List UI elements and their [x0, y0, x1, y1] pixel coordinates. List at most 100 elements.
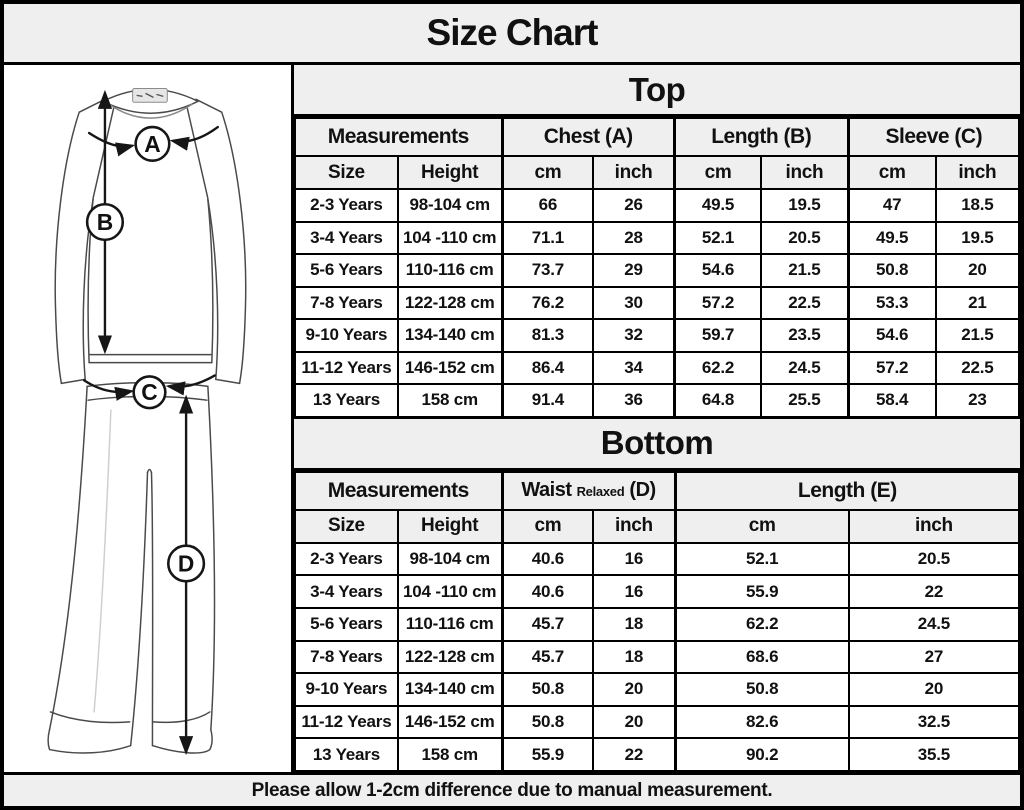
column-group-measurements: Measurements: [293, 470, 504, 511]
top-sub-header-row: Size Height cm inch cm inch cm inch: [294, 155, 1021, 190]
table-cell: 7-8 Years: [294, 285, 399, 320]
table-cell: 2-3 Years: [294, 188, 399, 223]
table-row: 2-3 Years 98-104 cm 40.6 16 52.1 20.5: [294, 541, 1021, 577]
table-cell: 23.5: [760, 318, 850, 353]
table-cell: 47: [846, 188, 937, 223]
waist-arrow-left: [82, 379, 135, 401]
table-cell: 16: [592, 541, 677, 577]
label-a: A: [144, 131, 160, 157]
table-row: 9-10 Years 134-140 cm 81.3 32 59.7 23.5 54.6 21…: [294, 318, 1021, 353]
footer-note-bar: Please allow 1-2cm difference due to man…: [4, 772, 1020, 806]
column-header-waist-inch: inch: [592, 508, 677, 544]
label-c: C: [141, 379, 157, 405]
garment-diagram: A B C D: [47, 87, 247, 756]
table-cell: 62.2: [673, 606, 850, 642]
table-row: 9-10 Years 134-140 cm 50.8 20 50.8 20: [294, 672, 1021, 707]
table-cell: 98-104 cm: [396, 541, 504, 577]
column-header-length-cm: cm: [673, 508, 850, 544]
table-cell: 68.6: [673, 639, 850, 675]
label-d-circle: [166, 544, 206, 583]
table-cell: 18: [592, 639, 677, 675]
waist-label: Waist: [521, 479, 572, 502]
table-cell: 55.9: [673, 574, 850, 609]
table-cell: 40.6: [500, 574, 595, 609]
table-cell: 5-6 Years: [294, 253, 399, 288]
bottom-size-table: Measurements Waist Relaxed (D) Length (E…: [293, 470, 1021, 772]
table-cell: 27: [847, 639, 1021, 675]
table-row: 3-4 Years 104 -110 cm 40.6 16 55.9 22: [294, 574, 1021, 609]
table-cell: 158 cm: [396, 382, 504, 419]
table-cell: 3-4 Years: [294, 574, 399, 609]
bottom-sub-header-row: Size Height cm inch cm inch: [294, 508, 1021, 544]
bottom-garment-drawing: [47, 381, 216, 754]
top-group-header-row: Measurements Chest (A) Length (B) Sleeve…: [293, 117, 1020, 157]
table-cell: 50.8: [500, 704, 595, 740]
table-row: 2-3 Years 98-104 cm 66 26 49.5 19.5 47 18.5: [294, 188, 1021, 223]
column-header-length-inch: inch: [847, 508, 1021, 544]
table-cell: 18.5: [934, 188, 1021, 223]
table-cell: 52.1: [672, 220, 763, 255]
table-cell: 19.5: [934, 220, 1021, 255]
bottom-section-title: Bottom: [294, 418, 1020, 471]
table-cell: 22: [847, 574, 1021, 609]
waist-arrow-right: [165, 374, 216, 396]
table-cell: 90.2: [673, 737, 850, 772]
table-cell: 45.7: [500, 606, 595, 642]
table-cell: 22.5: [760, 285, 850, 320]
table-cell: 11-12 Years: [294, 704, 399, 740]
table-cell: 76.2: [500, 285, 595, 320]
table-row: 5-6 Years 110-116 cm 45.7 18 62.2 24.5: [294, 606, 1021, 642]
table-cell: 86.4: [500, 350, 595, 385]
column-group-sleeve: Sleeve (C): [846, 117, 1020, 157]
title-bar: Size Chart: [4, 4, 1020, 65]
column-header-waist-cm: cm: [500, 508, 595, 544]
bottom-group-header-row: Measurements Waist Relaxed (D) Length (E…: [293, 470, 1020, 511]
table-row: 7-8 Years 122-128 cm 76.2 30 57.2 22.5 53.3 21: [294, 285, 1021, 320]
table-cell: 110-116 cm: [396, 253, 504, 288]
column-group-waist: Waist Relaxed (D): [500, 470, 677, 511]
table-cell: 29: [592, 253, 676, 288]
table-cell: 36: [592, 382, 676, 419]
column-header-height: Height: [396, 508, 504, 544]
table-cell: 146-152 cm: [396, 350, 504, 385]
page-title: Size Chart: [426, 12, 599, 53]
footer-note: Please allow 1-2cm difference due to man…: [251, 779, 773, 801]
measurement-arrows: [82, 89, 219, 756]
table-cell: 34: [592, 350, 676, 385]
table-cell: 22: [592, 737, 677, 772]
table-cell: 45.7: [500, 639, 595, 675]
column-group-measurements: Measurements: [293, 117, 504, 157]
table-cell: 54.6: [846, 318, 937, 353]
table-cell: 54.6: [672, 253, 763, 288]
label-b-circle: [85, 202, 125, 242]
table-cell: 18: [592, 606, 677, 642]
table-cell: 59.7: [672, 318, 763, 353]
table-cell: 20.5: [847, 541, 1021, 577]
table-cell: 7-8 Years: [294, 639, 399, 675]
table-row: 11-12 Years 146-152 cm 50.8 20 82.6 32.5: [294, 704, 1021, 740]
table-cell: 24.5: [847, 606, 1021, 642]
garment-diagram-panel: A B C D: [4, 65, 294, 772]
table-row: 13 Years 158 cm 91.4 36 64.8 25.5 58.4 23: [294, 382, 1021, 419]
table-cell: 21: [934, 285, 1021, 320]
table-row: 13 Years 158 cm 55.9 22 90.2 35.5: [294, 737, 1021, 772]
table-cell: 50.8: [673, 672, 850, 707]
table-cell: 158 cm: [396, 737, 504, 772]
table-cell: 5-6 Years: [294, 606, 399, 642]
table-cell: 20: [592, 704, 677, 740]
table-cell: 50.8: [500, 672, 595, 707]
column-header-chest-inch: inch: [592, 155, 676, 190]
table-cell: 22.5: [934, 350, 1021, 385]
column-header-sleeve-inch: inch: [934, 155, 1021, 190]
table-cell: 25.5: [760, 382, 850, 419]
table-cell: 58.4: [846, 382, 937, 419]
table-cell: 28: [592, 220, 676, 255]
table-cell: 91.4: [500, 382, 595, 419]
size-tables-panel: Top Measurements Chest (A) Length (B) Sl…: [293, 65, 1021, 772]
table-cell: 134-140 cm: [396, 318, 504, 353]
chest-arrow-right: [169, 125, 219, 151]
table-cell: 122-128 cm: [396, 639, 504, 675]
label-b: B: [97, 209, 113, 235]
table-cell: 2-3 Years: [294, 541, 399, 577]
column-header-sleeve-cm: cm: [846, 155, 937, 190]
